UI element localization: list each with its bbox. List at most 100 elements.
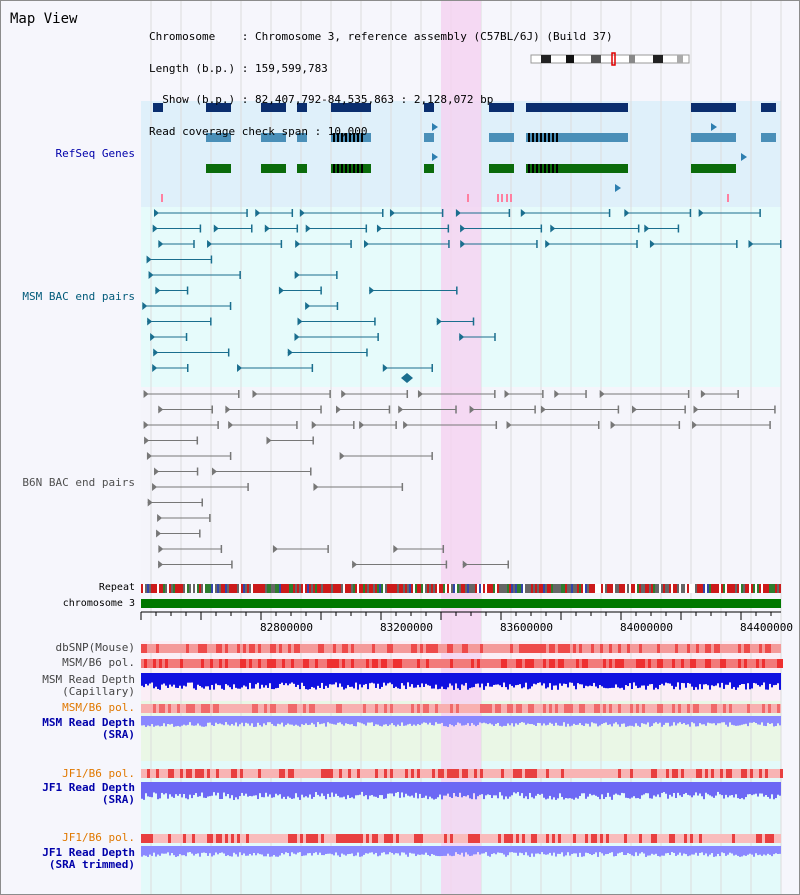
polymorphism-mark [321, 769, 324, 778]
polymorphism-mark [288, 644, 291, 653]
polymorphism-mark [585, 834, 588, 843]
track-label-dbsnp[interactable]: dbSNP(Mouse) [55, 641, 135, 654]
track-label-msm-b6-pol-sra[interactable]: MSM/B6 pol. [62, 701, 135, 714]
repeat-feature [589, 584, 591, 593]
polymorphism-mark [642, 704, 645, 713]
exon-mark [528, 133, 530, 142]
track-label-jf1-b6-pol[interactable]: JF1/B6 pol. [62, 767, 135, 780]
read-depth-bar [167, 673, 169, 688]
repeat-feature [661, 584, 663, 593]
read-depth-bar [347, 846, 349, 855]
polymorphism-mark [423, 704, 426, 713]
polymorphism-mark [480, 769, 483, 778]
read-depth-bar [257, 716, 259, 723]
read-depth-bar [197, 716, 199, 724]
read-depth-bar [489, 716, 491, 724]
read-depth-bar [685, 782, 687, 793]
read-depth-bar [633, 782, 635, 797]
read-depth-bar [375, 846, 377, 853]
repeat-feature [165, 584, 167, 593]
read-depth-bar [197, 846, 199, 854]
repeat-feature [757, 584, 759, 593]
read-depth-bar [553, 846, 555, 853]
read-depth-bar [191, 846, 193, 854]
ideogram-band [677, 55, 683, 63]
repeat-feature [773, 584, 775, 593]
gene-arrow [432, 153, 438, 161]
read-depth-bar [601, 846, 603, 854]
bac-end-marker [442, 545, 445, 553]
repeat-feature [261, 584, 263, 593]
read-depth-bar [289, 673, 291, 684]
read-depth-bar [321, 782, 323, 794]
read-depth-bar [189, 782, 191, 795]
track-label-chromosome[interactable]: chromosome 3 [62, 598, 135, 609]
read-depth-bar [513, 782, 515, 793]
read-depth-bar [447, 673, 449, 688]
polymorphism-mark [330, 769, 333, 778]
repeat-feature [437, 584, 439, 593]
read-depth-bar [405, 716, 407, 726]
track-label-refseq[interactable]: RefSeq Genes [55, 147, 135, 160]
gene-tick [510, 194, 512, 202]
read-depth-bar [751, 782, 753, 796]
read-depth-bar [447, 782, 449, 794]
read-depth-bar [205, 716, 207, 727]
repeat-feature [173, 584, 175, 593]
axis-tick-label: 83200000 [380, 621, 433, 634]
read-depth-bar [331, 846, 333, 855]
track-label-msm-bac[interactable]: MSM BAC end pairs [22, 290, 135, 303]
track-label-jf1-depth-sra[interactable]: JF1 Read Depth (SRA) [42, 782, 135, 806]
polymorphism-mark [357, 834, 360, 843]
gene-tick [727, 194, 729, 202]
repeat-feature [383, 584, 385, 593]
read-depth-bar [703, 782, 705, 800]
read-depth-bar [505, 782, 507, 797]
read-depth-bar [335, 673, 337, 683]
read-depth-bar [703, 716, 705, 725]
bac-end-marker [201, 498, 203, 507]
read-depth-bar [647, 673, 649, 686]
polymorphism-mark [498, 834, 501, 843]
repeat-feature [601, 584, 603, 593]
polymorphism-mark [762, 704, 765, 713]
track-label-msm-depth-capillary[interactable]: MSM Read Depth (Capillary) [42, 674, 135, 698]
bac-end-marker [341, 390, 347, 398]
read-depth-bar [747, 673, 749, 684]
read-depth-bar [467, 673, 469, 690]
read-depth-bar [199, 716, 201, 726]
read-depth-bar [609, 782, 611, 797]
gene-arrow [741, 153, 747, 161]
read-depth-bar [201, 716, 203, 727]
polymorphism-mark [747, 704, 750, 713]
track-label-msm-depth-sra[interactable]: MSM Read Depth (SRA) [42, 717, 135, 741]
polymorphism-mark [756, 834, 759, 843]
track-label-repeat[interactable]: Repeat [98, 582, 135, 593]
read-depth-bar [549, 782, 551, 796]
read-depth-bar [653, 673, 655, 690]
polymorphism-mark [417, 704, 420, 713]
read-depth-bar [445, 782, 447, 796]
read-depth-bar [317, 846, 319, 855]
repeat-feature [311, 584, 313, 593]
read-depth-bar [487, 673, 489, 683]
track-label-msm-b6-pol[interactable]: MSM/B6 pol. [62, 656, 135, 669]
repeat-feature [479, 584, 481, 593]
read-depth-bar [629, 673, 631, 684]
read-depth-bar [605, 846, 607, 855]
exon-mark [361, 164, 363, 173]
track-label-jf1-depth-trimmed[interactable]: JF1 Read Depth (SRA trimmed) [42, 847, 135, 871]
ideogram-band [629, 55, 635, 63]
label-line: MSM Read Depth [42, 716, 135, 729]
read-depth-bar [243, 782, 245, 796]
track-label-jf1-b6-pol-trim[interactable]: JF1/B6 pol. [62, 831, 135, 844]
read-depth-bar [171, 846, 173, 854]
repeat-feature [339, 584, 341, 593]
read-depth-bar [499, 782, 501, 793]
track-label-b6n-bac[interactable]: B6N BAC end pairs [22, 476, 135, 489]
polymorphism-mark [741, 769, 744, 778]
bac-end-marker [185, 333, 188, 341]
polymorphism-mark [405, 769, 408, 778]
repeat-feature [663, 584, 665, 593]
